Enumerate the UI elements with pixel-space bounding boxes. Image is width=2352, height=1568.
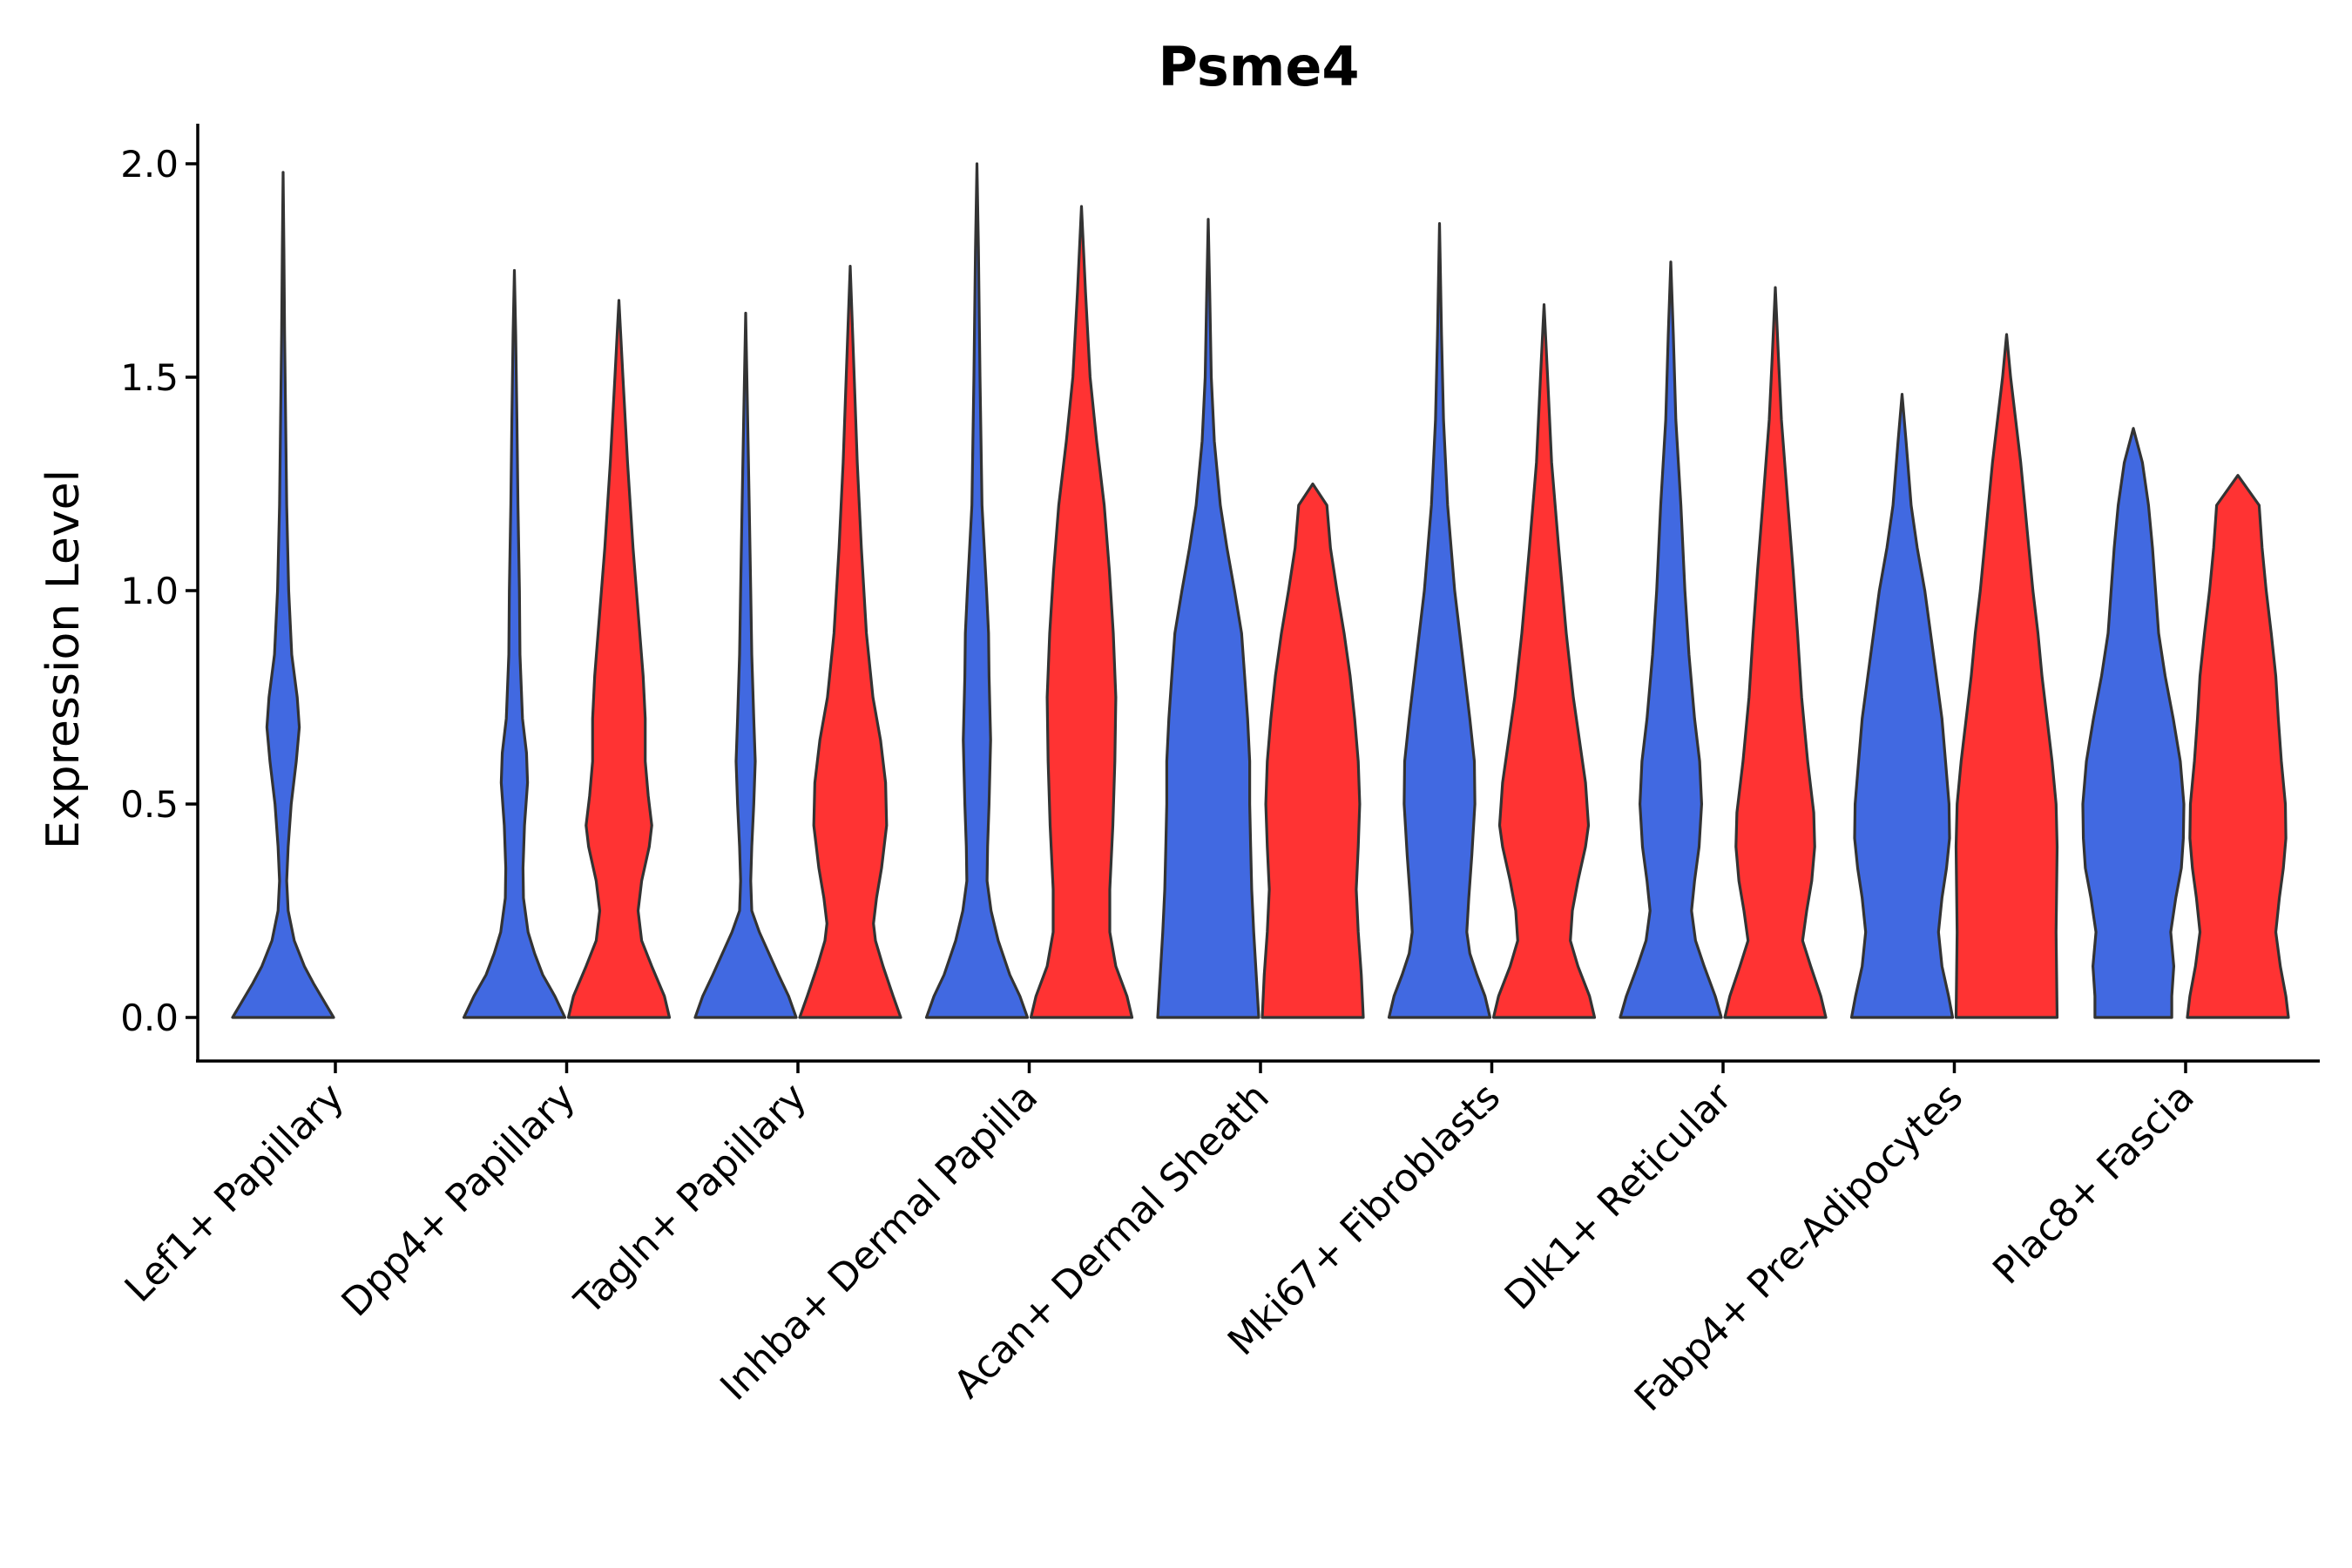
violin-3-left (924, 162, 1030, 1019)
violin-4-left (1156, 218, 1260, 1019)
violin-1-right (566, 299, 672, 1019)
violin-0-left (231, 171, 335, 1019)
violin-2-right (798, 265, 902, 1019)
violin-2-left (693, 311, 798, 1019)
y-axis-label: Expression Level (37, 470, 90, 849)
violin-3-right (1029, 205, 1134, 1019)
x-tick-label: Dlk1+ Reticular (1497, 1074, 1741, 1319)
x-tick-label: Tagln+ Papillary (566, 1075, 815, 1324)
y-tick-label: 0.0 (120, 997, 179, 1039)
x-tick-label: Dpp4+ Papillary (334, 1075, 585, 1326)
violin-6-left (1619, 260, 1723, 1019)
x-tick-label: Plac8+ Fascia (1984, 1075, 2203, 1294)
y-axis-ticks: 0.0 0.5 1.0 1.5 2.0 (120, 143, 198, 1039)
y-tick-label: 1.5 (120, 356, 179, 399)
violin-1-left (462, 268, 567, 1019)
y-tick-label: 1.0 (120, 570, 179, 612)
violin-7-left (1849, 393, 1955, 1019)
x-tick-label: Lef1+ Papillary (117, 1075, 353, 1311)
violin-6-right (1723, 286, 1828, 1019)
violin-5-right (1491, 303, 1597, 1019)
violin-7-right (1954, 333, 2059, 1019)
y-tick-label: 0.5 (120, 783, 179, 826)
violin-8-right (2186, 474, 2290, 1019)
chart-title: Psme4 (1158, 35, 1359, 98)
violin-5-left (1387, 222, 1492, 1019)
violin-8-left (2081, 427, 2186, 1019)
violin-group (231, 162, 2290, 1019)
violin-4-right (1260, 482, 1365, 1019)
y-tick-label: 2.0 (120, 143, 179, 186)
